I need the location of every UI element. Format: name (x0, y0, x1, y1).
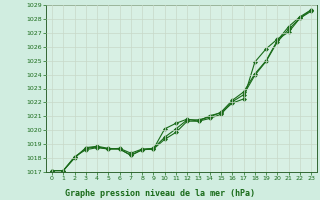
Text: Graphe pression niveau de la mer (hPa): Graphe pression niveau de la mer (hPa) (65, 189, 255, 198)
